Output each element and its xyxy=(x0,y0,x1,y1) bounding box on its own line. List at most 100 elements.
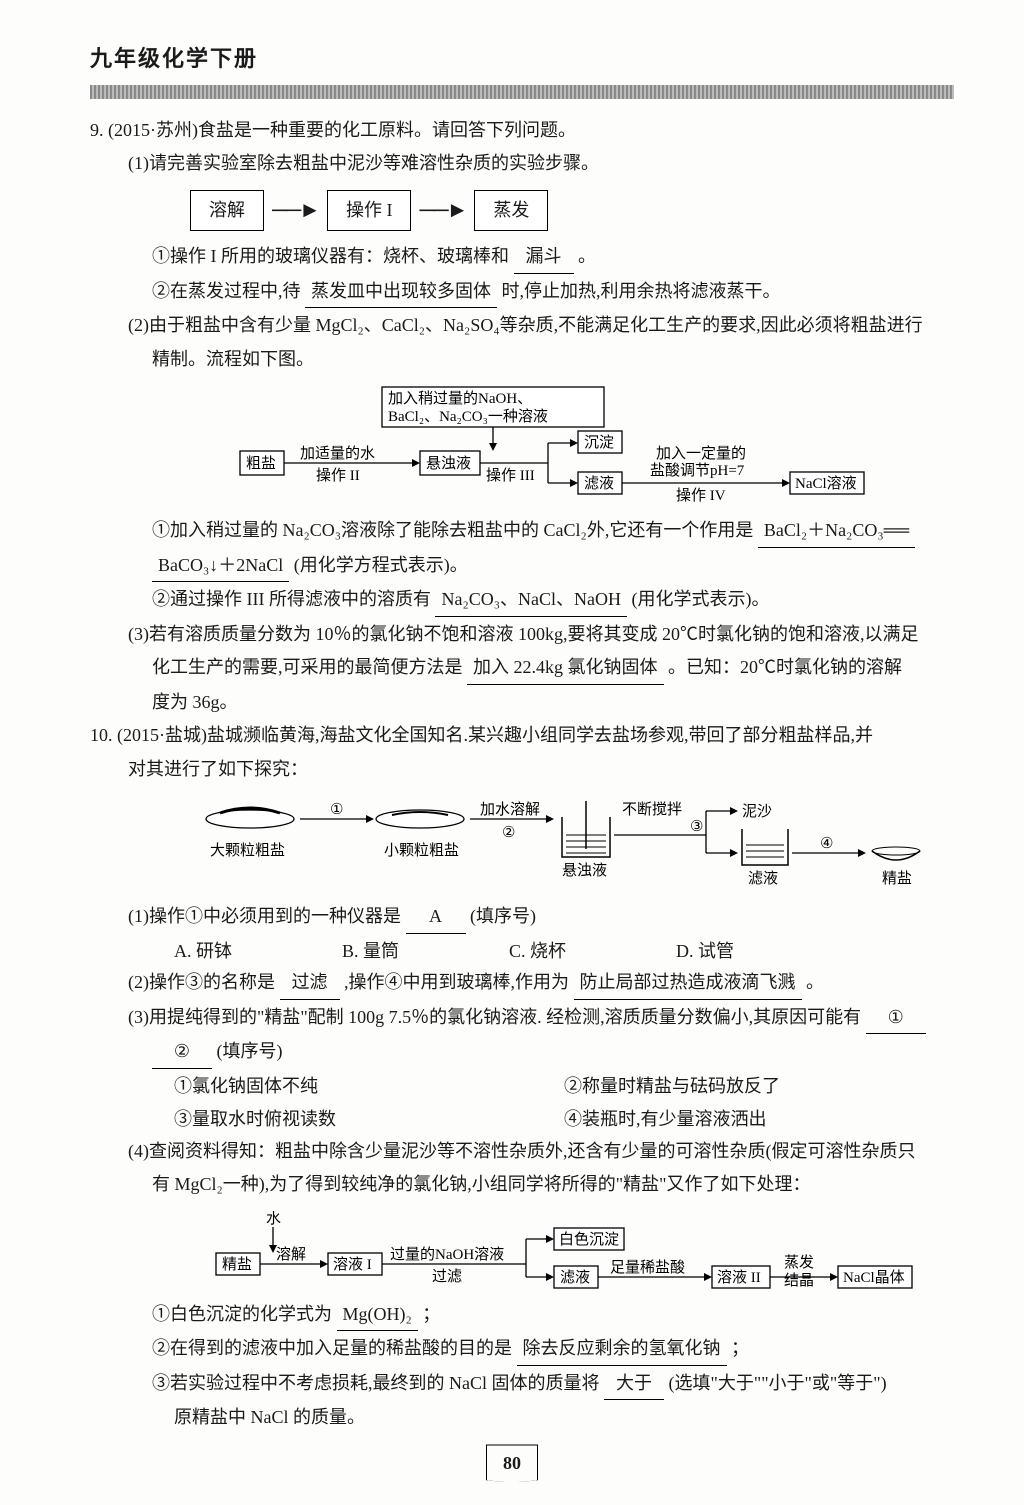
blank-answer: BaCO₃↓＋2NaCl xyxy=(152,550,289,583)
diagram-label: 加水溶解 xyxy=(480,801,540,818)
reason-3: ③量取水时俯视读数 xyxy=(174,1104,564,1136)
q10-p4b: 有 MgCl₂一种),为了得到较纯净的氯化钠,小组同学将所得的"精盐"又作了如下… xyxy=(90,1169,954,1201)
blank-answer: 防止局部过热造成液滴飞溅 xyxy=(574,967,802,1000)
diagram-node: 滤液 xyxy=(584,475,614,492)
q9-p3c: 度为 36g。 xyxy=(90,687,954,719)
text: 。 xyxy=(578,246,596,266)
diagram-label: 过量的NaOH溶液 xyxy=(390,1246,504,1263)
diagram-label: 滤液 xyxy=(748,870,778,887)
blank-answer: BaCl₂＋Na₂CO₃══ xyxy=(758,515,915,548)
diagram-node: 沉淀 xyxy=(584,434,614,451)
diagram-label: 水 xyxy=(266,1211,281,1227)
q10-process-diagram: 水 精盐 溶解 溶液 I 过量的NaOH溶液 过滤 白色沉淀 滤液 xyxy=(210,1211,954,1289)
blank-answer: ① xyxy=(866,1002,926,1035)
q10-p2: (2)操作③的名称是 过滤 ,操作④中用到玻璃棒,作用为 防止局部过热造成液滴飞… xyxy=(90,967,954,1000)
blank-answer: 除去反应剩余的氢氧化钠 xyxy=(517,1333,727,1366)
diagram-node: 溶液 I xyxy=(333,1256,372,1273)
blank-answer: 大于 xyxy=(604,1368,664,1401)
q10-experiment-diagram: 大颗粒粗盐 ① 小颗粒粗盐 加水溶解 ② 悬浊液 不断搅拌 ③ 泥沙 xyxy=(190,795,954,891)
blank-answer: Mg(OH)₂ xyxy=(337,1299,418,1332)
q9-p1-1: ①操作 I 所用的玻璃仪器有：烧杯、玻璃棒和 漏斗 。 xyxy=(90,241,954,274)
diagram-label: 加入稍过量的NaOH、 xyxy=(388,390,532,407)
q10-stem-b: 对其进行了如下探究： xyxy=(90,754,954,786)
diagram-node: NaCl溶液 xyxy=(795,475,857,492)
diagram-label: BaCl₂、Na₂CO₃一种溶液 xyxy=(388,408,548,425)
diagram-label: 结晶 xyxy=(784,1272,814,1289)
text: ,操作④中用到玻璃棒,作用为 xyxy=(344,972,569,992)
text: ； xyxy=(422,1304,440,1324)
text: ③若实验过程中不考虑损耗,最终到的 NaCl 固体的质量将 xyxy=(152,1373,600,1393)
q10-stem: 10. (2015·盐城)盐城濒临黄海,海盐文化全国知名.某兴趣小组同学去盐场参… xyxy=(90,720,954,752)
blank-answer: 漏斗 xyxy=(514,241,574,274)
q9-p1-2: ②在蒸发过程中,待 蒸发皿中出现较多固体 时,停止加热,利用余热将滤液蒸干。 xyxy=(90,276,954,309)
text: ②通过操作 III 所得滤液中的溶质有 xyxy=(152,589,431,609)
q10-choices: A. 研钵 B. 量筒 C. 烧杯 D. 试管 xyxy=(90,936,954,968)
q9-p2a: (2)由于粗盐中含有少量 MgCl₂、CaCl₂、Na₂SO₄等杂质,不能满足化… xyxy=(90,310,954,342)
diagram-label: 大颗粒粗盐 xyxy=(210,842,285,859)
choice-b: B. 量筒 xyxy=(342,936,399,968)
text: 化工生产的需要,可采用的最简便方法是 xyxy=(152,657,463,677)
text: ①操作 I 所用的玻璃仪器有：烧杯、玻璃棒和 xyxy=(152,246,509,266)
q10-p1: (1)操作①中必须用到的一种仪器是 A (填序号) xyxy=(90,901,954,934)
flow-box-evap: 蒸发 xyxy=(474,190,548,232)
q10-p4-1: ①白色沉淀的化学式为 Mg(OH)₂ ； xyxy=(90,1299,954,1332)
q9-p3a: (3)若有溶质质量分数为 10％的氯化钠不饱和溶液 100kg,要将其变成 20… xyxy=(90,619,954,651)
q9-process-diagram: 加入稍过量的NaOH、 BaCl₂、Na₂CO₃一种溶液 粗盐 加适量的水 操作… xyxy=(170,385,954,505)
arrow-icon: ──► xyxy=(419,191,466,230)
text: (用化学方程式表示)。 xyxy=(294,555,468,575)
diagram-node: NaCl晶体 xyxy=(843,1269,905,1286)
diagram-label: 过滤 xyxy=(432,1268,462,1285)
diagram-node: 悬浊液 xyxy=(426,455,471,472)
reason-2: ②称量时精盐与砝码放反了 xyxy=(564,1071,954,1103)
arrow-icon: ──► xyxy=(272,191,319,230)
diagram-label: 精盐 xyxy=(882,870,912,887)
q9-p2-2: ②通过操作 III 所得滤液中的溶质有 Na₂CO₃、NaCl、NaOH (用化… xyxy=(90,584,954,617)
text: ②在得到的滤液中加入足量的稀盐酸的目的是 xyxy=(152,1338,512,1358)
choice-d: D. 试管 xyxy=(676,936,734,968)
diagram-label: 小颗粒粗盐 xyxy=(384,842,459,859)
flow-box-dissolve: 溶解 xyxy=(190,190,264,232)
text: 时,停止加热,利用余热将滤液蒸干。 xyxy=(502,281,781,301)
diagram-label: ① xyxy=(330,802,343,818)
q9-p3b: 化工生产的需要,可采用的最简便方法是 加入 22.4kg 氯化钠固体 。已知：2… xyxy=(90,652,954,685)
reason-1: ①氯化钠固体不纯 xyxy=(174,1071,564,1103)
q10-p4a: (4)查阅资料得知：粗盐中除含少量泥沙等不溶性杂质外,还含有少量的可溶性杂质(假… xyxy=(90,1136,954,1168)
blank-answer: Na₂CO₃、NaCl、NaOH xyxy=(435,584,627,617)
diagram-label: ③ xyxy=(690,819,703,835)
flow-box-op1: 操作 I xyxy=(327,190,412,232)
blank-answer: A xyxy=(406,901,466,934)
text: (2)操作③的名称是 xyxy=(128,972,275,992)
text: (填序号) xyxy=(470,906,536,926)
diagram-label: 操作 II xyxy=(316,467,360,484)
q10-p4-3b: 原精盐中 NaCl 的质量。 xyxy=(90,1402,954,1434)
q9-p2-1b: BaCO₃↓＋2NaCl (用化学方程式表示)。 xyxy=(90,550,954,583)
text: (选填"大于""小于"或"等于") xyxy=(669,1373,887,1393)
diagram-label: 加入一定量的 xyxy=(656,445,746,462)
text: ①白色沉淀的化学式为 xyxy=(152,1304,332,1324)
choice-a: A. 研钵 xyxy=(174,936,232,968)
diagram-label: ④ xyxy=(820,836,833,852)
page-number: 80 xyxy=(0,1445,1024,1482)
blank-answer: 加入 22.4kg 氯化钠固体 xyxy=(467,652,664,685)
blank-answer: 过滤 xyxy=(280,967,340,1000)
q9-stem: 9. (2015·苏州)食盐是一种重要的化工原料。请回答下列问题。 xyxy=(90,115,954,147)
diagram-label: 泥沙 xyxy=(742,803,772,820)
diagram-node: 粗盐 xyxy=(246,455,276,472)
reason-4: ④装瓶时,有少量溶液洒出 xyxy=(564,1104,954,1136)
q10-reasons: ①氯化钠固体不纯 ②称量时精盐与砝码放反了 ③量取水时俯视读数 ④装瓶时,有少量… xyxy=(90,1071,954,1136)
diagram-label: 操作 III xyxy=(486,467,535,484)
text: ； xyxy=(731,1338,749,1358)
text: (填序号) xyxy=(217,1041,283,1061)
q9-p1: (1)请完善实验室除去粗盐中泥沙等难溶性杂质的实验步骤。 xyxy=(90,148,954,180)
diagram-label: 足量稀盐酸 xyxy=(610,1259,685,1276)
blank-answer: 蒸发皿中出现较多固体 xyxy=(305,276,497,309)
q10-p4-2: ②在得到的滤液中加入足量的稀盐酸的目的是 除去反应剩余的氢氧化钠 ； xyxy=(90,1333,954,1366)
q10-p4-3a: ③若实验过程中不考虑损耗,最终到的 NaCl 固体的质量将 大于 (选填"大于"… xyxy=(90,1368,954,1401)
text: ①加入稍过量的 Na₂CO₃溶液除了能除去粗盐中的 CaCl₂外,它还有一个作用… xyxy=(152,520,753,540)
choice-c: C. 烧杯 xyxy=(509,936,566,968)
q10-p3a: (3)用提纯得到的"精盐"配制 100g 7.5％的氯化钠溶液. 经检测,溶质质… xyxy=(90,1002,954,1035)
diagram-node: 白色沉淀 xyxy=(559,1231,619,1248)
diagram-label: 不断搅拌 xyxy=(622,801,682,818)
page-header: 九年级化学下册 xyxy=(90,40,954,79)
diagram-label: 悬浊液 xyxy=(562,862,607,879)
